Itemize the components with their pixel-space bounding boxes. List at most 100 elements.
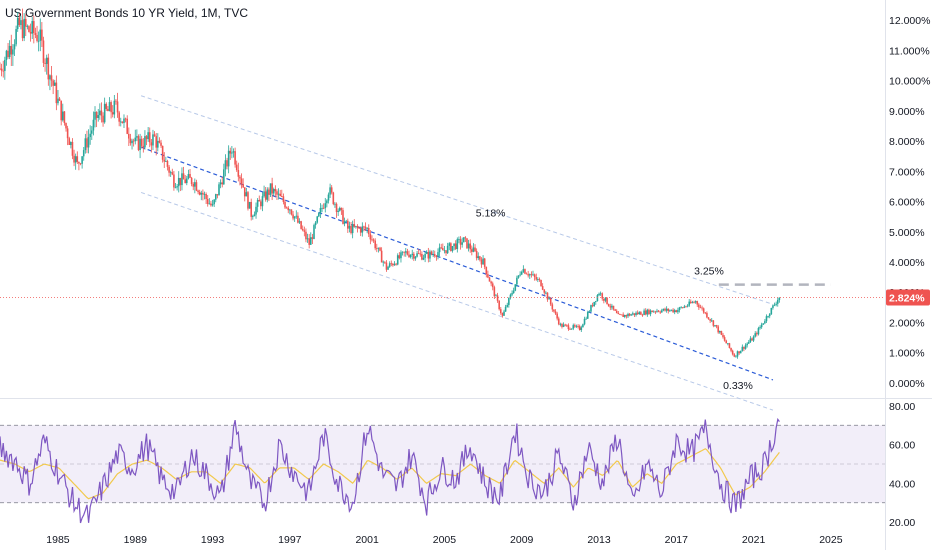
candle [537, 277, 539, 283]
candle-body [363, 226, 365, 228]
candle [126, 115, 129, 135]
candle-body [194, 182, 196, 187]
candle-body [155, 136, 157, 148]
candle [277, 188, 280, 200]
candle-body [437, 252, 439, 257]
candle-body [358, 227, 360, 229]
candle [446, 242, 449, 255]
candle-body [604, 297, 607, 301]
candle [119, 117, 122, 127]
candle-body [514, 284, 517, 291]
candle-body [73, 155, 75, 163]
candle-body [770, 307, 773, 315]
candle-body [617, 313, 620, 315]
candle-body [177, 177, 180, 187]
candle-body [169, 172, 172, 174]
candle [603, 298, 605, 304]
candle [607, 303, 610, 307]
candle-body [232, 151, 235, 153]
candle-body [161, 145, 164, 160]
candle-body [688, 301, 690, 306]
candle [612, 305, 615, 311]
candle [707, 317, 710, 320]
candle [292, 211, 294, 221]
candle [411, 249, 414, 260]
candle [179, 177, 182, 192]
candle-body [754, 333, 757, 337]
candle [214, 193, 217, 203]
candle-body [609, 306, 612, 308]
candle [137, 134, 140, 152]
candle-body [648, 309, 650, 315]
candle-body [477, 256, 480, 259]
candle-body [698, 304, 700, 308]
candle-body [603, 298, 605, 301]
candle [425, 250, 428, 255]
candle-body [129, 138, 132, 144]
candle-body [451, 246, 454, 251]
candle [680, 306, 682, 309]
candle-body [487, 274, 489, 278]
candle-body [41, 29, 43, 41]
candle [110, 100, 112, 119]
price-tick-label: 11.000% [889, 45, 930, 57]
time-tick-label: 2001 [355, 534, 379, 546]
candle [517, 275, 520, 279]
candle-body [662, 308, 665, 311]
candle-body [181, 173, 183, 186]
price-badge-label: 2.824% [889, 293, 925, 305]
candle [327, 192, 330, 204]
candle [757, 326, 760, 336]
candle [628, 313, 631, 317]
candle [322, 203, 325, 210]
candle [665, 306, 668, 313]
candle-body [768, 314, 771, 317]
time-tick-label: 1997 [278, 534, 302, 546]
candle-body [532, 274, 534, 276]
candle-body [314, 222, 317, 226]
candle [543, 289, 546, 296]
candle [751, 337, 753, 341]
candle-body [157, 140, 159, 148]
candle-body [562, 324, 565, 327]
candle [554, 309, 557, 316]
candle [504, 304, 507, 312]
candle [161, 145, 164, 163]
candle [619, 313, 621, 315]
candle-body [356, 225, 359, 228]
candle [440, 243, 443, 250]
candle [300, 220, 302, 230]
candle-body [759, 327, 761, 329]
candle-body [446, 245, 449, 254]
candle-body [131, 140, 133, 144]
candle [33, 15, 35, 44]
candle [29, 23, 32, 42]
candle [226, 157, 228, 170]
candle [84, 133, 87, 154]
candle-body [124, 118, 127, 120]
candle [472, 243, 475, 253]
candle-body [200, 192, 203, 195]
candle-body [725, 340, 728, 344]
candle-body [7, 50, 9, 58]
candle-body [282, 196, 285, 202]
candle [8, 40, 11, 60]
candle [73, 149, 75, 167]
candle [475, 248, 478, 261]
candle-body [168, 166, 170, 173]
candle [483, 257, 486, 270]
candle-body [343, 221, 346, 224]
candle [102, 112, 104, 127]
candle [229, 147, 232, 160]
candle [730, 347, 732, 353]
candle [482, 255, 484, 265]
candle [662, 308, 665, 312]
candle-body [706, 312, 708, 318]
candle [595, 300, 597, 305]
candle-body [723, 337, 726, 341]
candle [223, 163, 225, 185]
candle-body [248, 201, 251, 209]
candle-series [0, 8, 781, 359]
candle-body [559, 324, 562, 325]
